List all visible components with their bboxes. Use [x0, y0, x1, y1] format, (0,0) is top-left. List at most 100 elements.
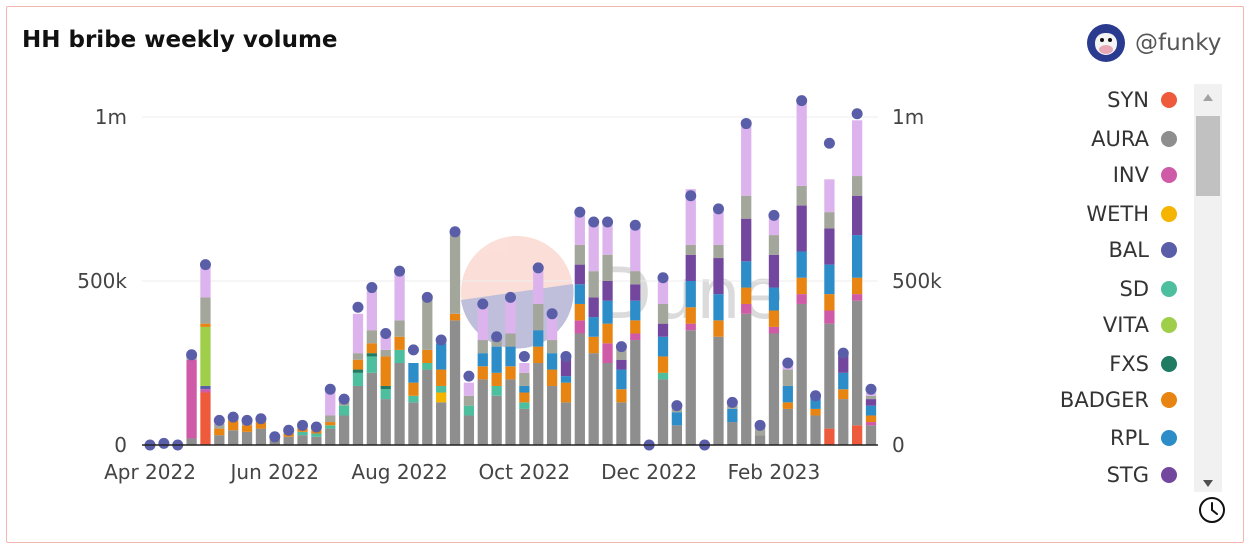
bar-segment[interactable]: [408, 363, 419, 383]
bar-segment[interactable]: [546, 313, 558, 341]
bar-segment[interactable]: [657, 379, 669, 445]
bar-segment[interactable]: [560, 356, 572, 377]
bar-segment[interactable]: [865, 422, 877, 426]
bar-segment[interactable]: [616, 359, 627, 370]
bar-segment[interactable]: [477, 366, 488, 380]
bar-segment[interactable]: [782, 385, 793, 403]
bar-segment[interactable]: [852, 294, 863, 301]
total-point[interactable]: [588, 216, 600, 228]
total-point[interactable]: [241, 414, 253, 426]
bar-segment[interactable]: [269, 440, 280, 445]
bar-segment[interactable]: [741, 287, 752, 304]
bar-segment[interactable]: [505, 297, 516, 334]
bar-segment[interactable]: [574, 320, 585, 334]
bar-segment[interactable]: [741, 218, 752, 262]
bar-segment[interactable]: [338, 415, 350, 445]
bar-segment[interactable]: [325, 428, 336, 445]
total-point[interactable]: [602, 216, 614, 228]
bar-segment[interactable]: [519, 408, 530, 445]
bar-segment[interactable]: [491, 385, 502, 396]
bar-segment[interactable]: [657, 303, 669, 324]
bar-segment[interactable]: [228, 430, 239, 445]
total-point[interactable]: [477, 298, 489, 310]
bar-segment[interactable]: [255, 428, 267, 445]
bar-segment[interactable]: [865, 395, 877, 400]
bar-segment[interactable]: [463, 382, 475, 396]
bar-segment[interactable]: [685, 254, 696, 281]
total-point[interactable]: [435, 334, 447, 346]
bar-segment[interactable]: [408, 395, 419, 403]
bar-segment[interactable]: [865, 415, 877, 423]
bar-segment[interactable]: [200, 264, 211, 298]
bar-segment[interactable]: [352, 372, 364, 386]
bar-segment[interactable]: [838, 372, 849, 390]
bar-segment[interactable]: [768, 215, 780, 236]
bar-segment[interactable]: [824, 310, 835, 324]
bar-segment[interactable]: [283, 436, 294, 445]
total-point[interactable]: [518, 350, 530, 362]
bar-segment[interactable]: [200, 392, 211, 445]
bar-segment[interactable]: [366, 353, 377, 357]
bar-segment[interactable]: [824, 264, 835, 295]
bar-segment[interactable]: [214, 423, 225, 429]
bar-segment[interactable]: [768, 310, 780, 327]
bar-segment[interactable]: [824, 428, 835, 445]
bar-segment[interactable]: [602, 363, 613, 445]
scroll-up-arrow-icon[interactable]: [1203, 94, 1213, 101]
bar-segment[interactable]: [325, 425, 336, 429]
bar-segment[interactable]: [852, 120, 863, 177]
bar-segment[interactable]: [852, 195, 863, 236]
bar-segment[interactable]: [241, 431, 253, 445]
bar-segment[interactable]: [713, 244, 724, 259]
bar-segment[interactable]: [741, 195, 752, 219]
bar-segment[interactable]: [588, 336, 599, 354]
bar-segment[interactable]: [449, 320, 461, 445]
bar-segment[interactable]: [768, 326, 780, 334]
total-point[interactable]: [186, 349, 198, 361]
bar-segment[interactable]: [422, 369, 433, 445]
bar-segment[interactable]: [588, 271, 599, 298]
total-point[interactable]: [449, 226, 461, 238]
bar-segment[interactable]: [671, 412, 683, 426]
bar-segment[interactable]: [436, 385, 447, 393]
total-point[interactable]: [754, 419, 766, 431]
legend-item-sd[interactable]: SD: [1119, 274, 1177, 304]
bar-segment[interactable]: [616, 402, 627, 445]
bar-segment[interactable]: [325, 389, 336, 416]
bar-segment[interactable]: [741, 313, 752, 445]
total-point[interactable]: [255, 413, 267, 425]
bar-segment[interactable]: [214, 428, 225, 436]
bar-segment[interactable]: [394, 363, 405, 445]
bar-segment[interactable]: [574, 284, 585, 304]
bar-segment[interactable]: [366, 290, 377, 331]
bar-segment[interactable]: [436, 343, 447, 370]
bar-segment[interactable]: [796, 251, 807, 278]
bar-segment[interactable]: [796, 303, 807, 445]
total-point[interactable]: [297, 419, 309, 431]
bar-segment[interactable]: [422, 297, 433, 350]
bar-segment[interactable]: [505, 379, 516, 445]
total-point[interactable]: [421, 291, 433, 303]
bar-segment[interactable]: [463, 415, 475, 445]
bar-segment[interactable]: [574, 333, 585, 445]
author-badge[interactable]: @funky: [1087, 23, 1221, 63]
bar-segment[interactable]: [533, 330, 544, 347]
total-point[interactable]: [574, 206, 586, 218]
bar-segment[interactable]: [574, 244, 585, 265]
bar-segment[interactable]: [519, 402, 530, 409]
bar-segment[interactable]: [449, 313, 461, 321]
total-point[interactable]: [685, 190, 697, 202]
total-point[interactable]: [463, 370, 475, 382]
bar-segment[interactable]: [352, 353, 364, 360]
bar-segment[interactable]: [436, 392, 447, 403]
bar-segment[interactable]: [394, 271, 405, 321]
bar-segment[interactable]: [200, 389, 211, 393]
avatar[interactable]: [1087, 24, 1125, 62]
bar-segment[interactable]: [713, 294, 724, 321]
total-point[interactable]: [324, 383, 336, 395]
author-name[interactable]: @funky: [1135, 30, 1222, 56]
bar-segment[interactable]: [713, 208, 724, 245]
bar-segment[interactable]: [865, 399, 877, 406]
total-point[interactable]: [213, 414, 225, 426]
bar-segment[interactable]: [297, 431, 308, 436]
